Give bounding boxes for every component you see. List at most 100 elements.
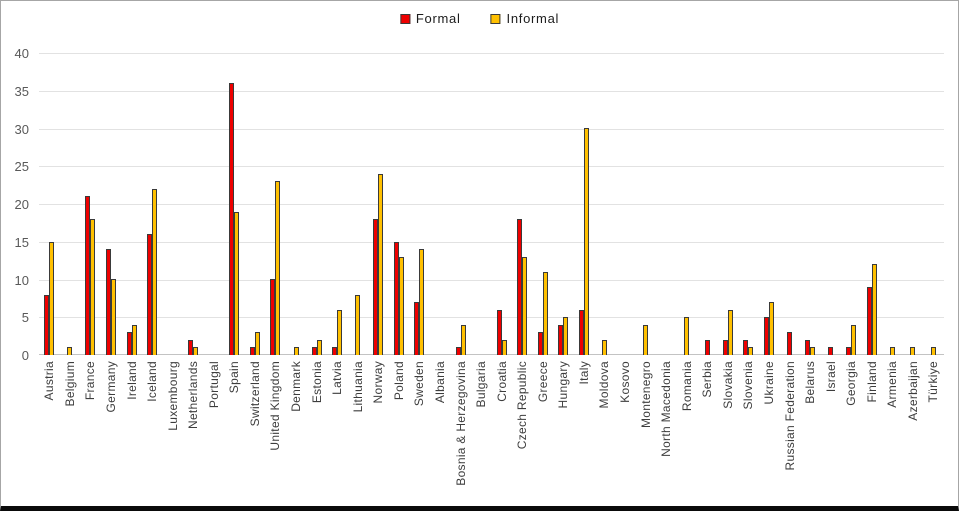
bar-formal (455, 347, 461, 355)
bar-formal (846, 347, 852, 355)
bar-group (491, 53, 512, 355)
x-axis-line (39, 354, 944, 355)
x-axis-label: Iceland (145, 361, 160, 402)
x-axis-label: North Macedonia (659, 361, 674, 457)
bar-informal (293, 347, 299, 355)
legend-label-informal: Informal (506, 11, 560, 26)
bar-group (306, 53, 327, 355)
bar-formal (558, 325, 564, 355)
bar-informal (419, 249, 425, 355)
bar-group (676, 53, 697, 355)
bar-group (512, 53, 533, 355)
bar-formal (44, 295, 50, 355)
x-label-slot: Hungary (553, 361, 574, 501)
x-label-slot: Armenia (882, 361, 903, 501)
x-label-slot: Portugal (204, 361, 225, 501)
bar-group (759, 53, 780, 355)
x-label-slot: Czech Republic (512, 361, 533, 501)
x-label-slot: Azerbaijan (903, 361, 924, 501)
y-tick-label: 0 (21, 348, 29, 363)
x-label-slot: Bosnia & Herzegovina (450, 361, 471, 501)
bar-informal (601, 340, 607, 355)
x-axis-category-labels: Austria Belgium France Germany Ireland Icelan… (39, 361, 944, 501)
bar-group (101, 53, 122, 355)
x-axis-label: Czech Republic (515, 361, 530, 450)
bar-formal (763, 317, 769, 355)
bar-informal (542, 272, 548, 355)
x-label-slot: Montenegro (635, 361, 656, 501)
bar-formal (229, 83, 235, 355)
bar-group (245, 53, 266, 355)
x-label-slot: Romania (676, 361, 697, 501)
x-axis-label: Kosovo (618, 361, 633, 403)
bar-formal (414, 302, 420, 355)
bar-group (841, 53, 862, 355)
x-axis-label: Latvia (330, 361, 345, 395)
bar-informal (49, 242, 55, 355)
bar-informal (851, 325, 857, 355)
bar-informal (67, 347, 73, 355)
bar-group (594, 53, 615, 355)
bar-formal (787, 332, 793, 355)
legend-item-informal: Informal (490, 11, 560, 26)
bar-formal (147, 234, 153, 355)
x-axis-label: Bosnia & Herzegovina (453, 361, 468, 486)
bar-formal (722, 340, 728, 355)
bar-formal (126, 332, 132, 355)
bar-group (738, 53, 759, 355)
bar-formal (393, 242, 399, 355)
bar-formal (496, 310, 502, 355)
gridline (39, 317, 944, 319)
bar-informal (810, 347, 816, 355)
bar-group (656, 53, 677, 355)
x-label-slot: Latvia (327, 361, 348, 501)
bar-formal (332, 347, 338, 355)
x-label-slot: Albania (430, 361, 451, 501)
bar-group (121, 53, 142, 355)
bar-group (533, 53, 554, 355)
x-label-slot: Austria (39, 361, 60, 501)
x-axis-label: Albania (432, 361, 447, 404)
x-axis-label: Romania (679, 361, 694, 412)
x-label-slot: France (80, 361, 101, 501)
x-label-slot: Iceland (142, 361, 163, 501)
bar-formal (866, 287, 872, 355)
bar-informal (930, 347, 936, 355)
bar-formal (537, 332, 543, 355)
x-axis-label: Portugal (206, 361, 221, 409)
gridline (39, 279, 944, 281)
bar-formal (517, 219, 523, 355)
bar-informal (684, 317, 690, 355)
bar-formal (188, 340, 194, 355)
bar-informal (234, 212, 240, 355)
bar-group (409, 53, 430, 355)
bar-informal (727, 310, 733, 355)
bar-formal (805, 340, 811, 355)
x-axis-label: Finland (864, 361, 879, 403)
bar-informal (378, 174, 384, 355)
bar-group (265, 53, 286, 355)
x-label-slot: Netherlands (183, 361, 204, 501)
bar-group (183, 53, 204, 355)
bar-informal (193, 347, 199, 355)
bar-formal (249, 347, 255, 355)
bar-group (923, 53, 944, 355)
x-label-slot: Serbia (697, 361, 718, 501)
bar-informal (316, 340, 322, 355)
x-axis-label: Norway (371, 361, 386, 404)
gridline (39, 204, 944, 205)
gridline (39, 90, 944, 92)
bar-informal (131, 325, 137, 355)
x-label-slot: Sweden (409, 361, 430, 501)
y-tick-label: 25 (14, 159, 29, 175)
gridline (39, 166, 944, 168)
x-axis-label: United Kingdom (268, 361, 283, 451)
bar-group (635, 53, 656, 355)
bar-informal (110, 279, 116, 355)
y-axis-tick-labels: 40 35 30 25 20 15 10 5 0 (1, 1, 33, 506)
bar-group (615, 53, 636, 355)
x-label-slot: Bulgaria (471, 361, 492, 501)
x-label-slot: Luxembourg (162, 361, 183, 501)
x-axis-label: Greece (535, 361, 550, 403)
x-label-slot: Lithuania (347, 361, 368, 501)
